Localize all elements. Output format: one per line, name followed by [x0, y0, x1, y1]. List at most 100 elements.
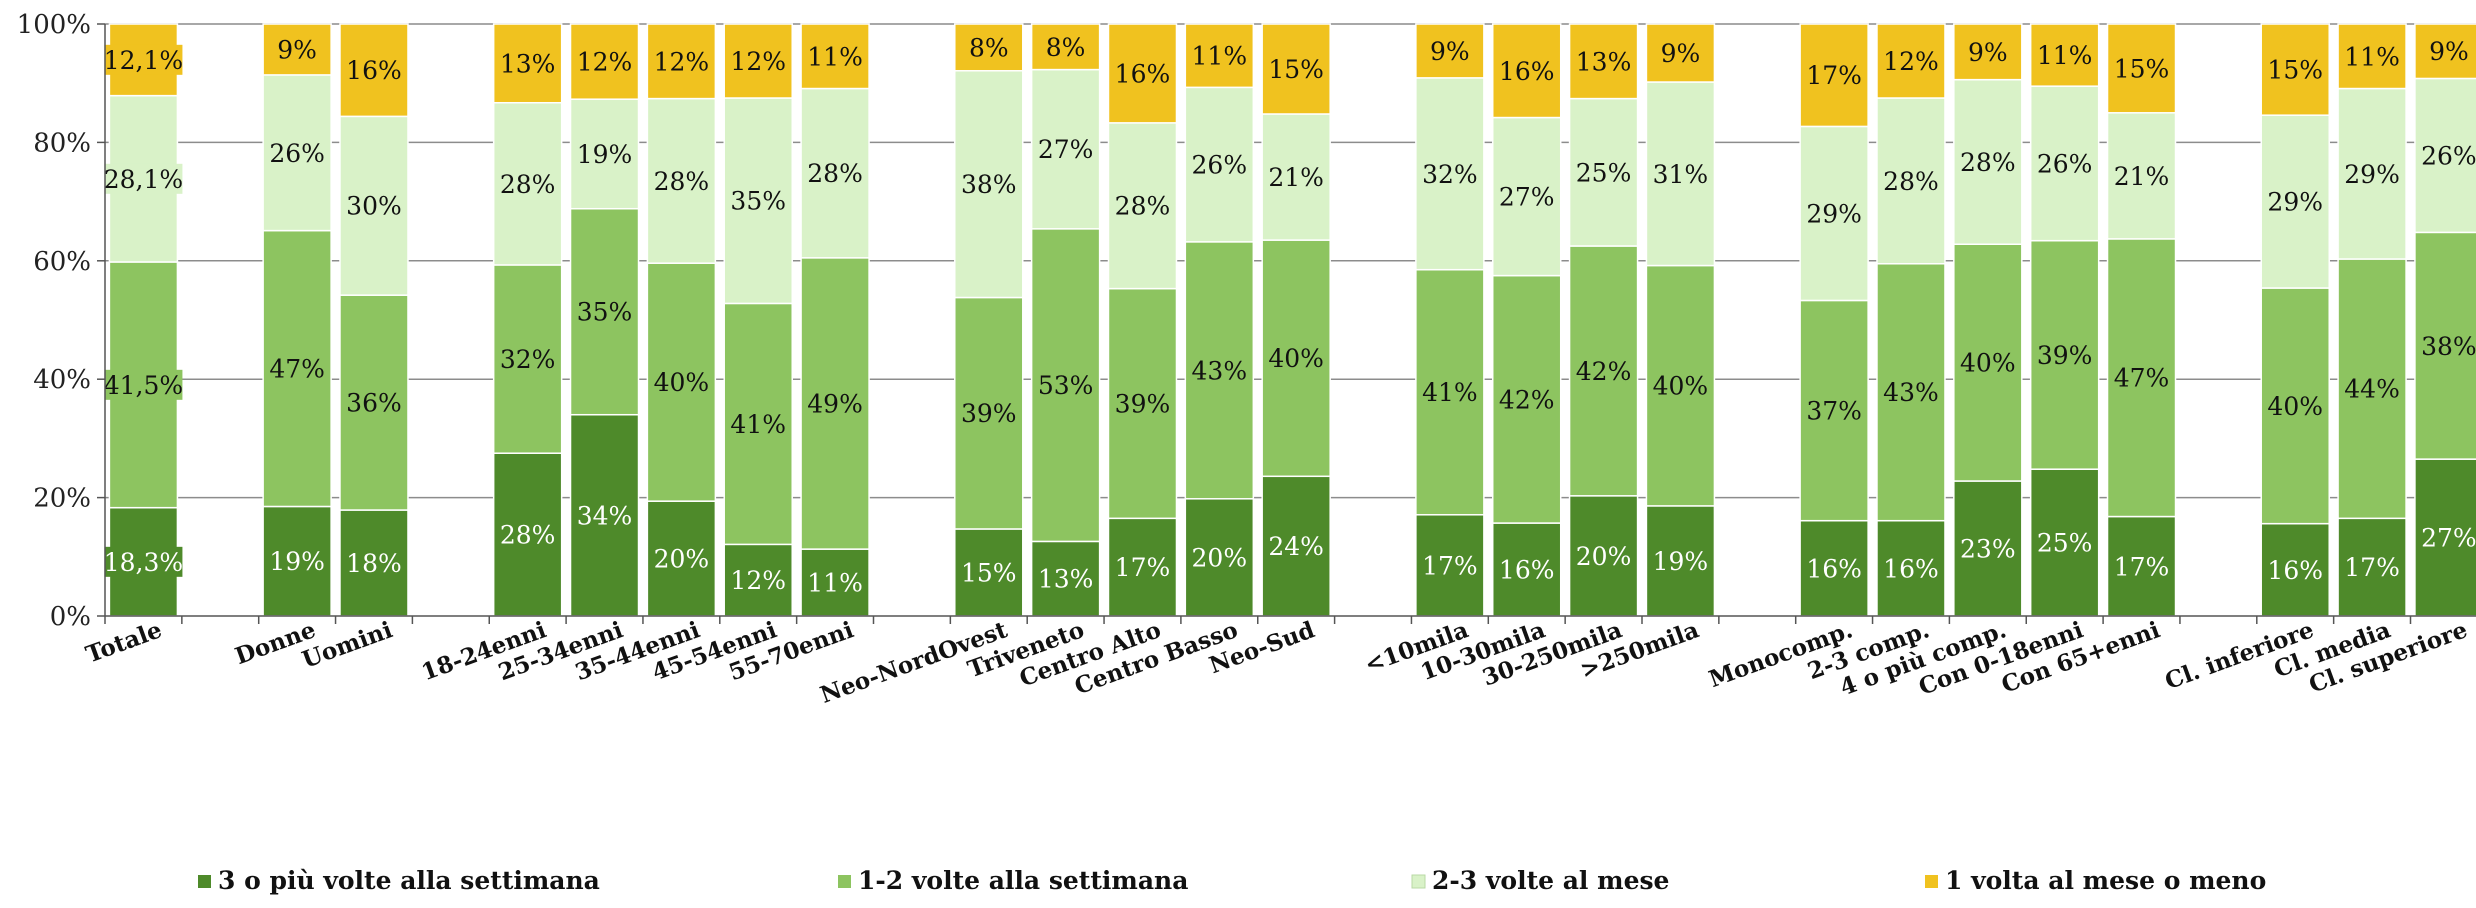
bar-segment-2-3-volte-al-mese	[723, 97, 793, 305]
bar-segment-1-volta-al-mese-o-meno	[492, 23, 563, 104]
data-label-2-3-volte-al-mese: 32%	[1422, 160, 1478, 189]
bar-segment-1-volta-al-mese-o-meno	[2106, 23, 2177, 114]
bar-segment-2-3-volte-al-mese	[492, 101, 563, 266]
data-label-3-o-pi-volte-alla-settimana: 11%	[807, 569, 863, 598]
data-label-1-2-volte-alla-settimana: 40%	[1960, 349, 2016, 378]
bar-segment-1-2-volte-alla-settimana	[569, 207, 640, 416]
data-label-bg	[104, 44, 183, 75]
legend-item-1-2-volte-alla-settimana: 1-2 volte alla settimana	[838, 866, 1188, 895]
x-tick-label-totale: Totale	[82, 616, 165, 668]
data-label-3-o-pi-volte-alla-settimana: 17%	[1115, 553, 1171, 582]
legend-label: 2-3 volte al mese	[1432, 866, 1669, 895]
legend-swatch	[1925, 875, 1938, 888]
axes: 0% 20% 40% 60% 80% 100%	[17, 10, 2476, 632]
data-label-3-o-pi-volte-alla-settimana: 20%	[1576, 542, 1632, 571]
data-label-1-volta-al-mese-o-meno: 11%	[807, 42, 863, 71]
bar-segment-1-volta-al-mese-o-meno	[1953, 23, 2023, 81]
bar-segment-2-3-volte-al-mese	[800, 87, 870, 259]
bar-segment-2-3-volte-al-mese	[1799, 125, 1869, 302]
y-tick-label-20: 20%	[33, 484, 91, 514]
bar-segment-1-volta-al-mese-o-meno	[1876, 23, 1946, 99]
data-label-1-2-volte-alla-settimana: 39%	[1115, 389, 1171, 418]
bar-stack-neo-sud: 24% 40% 21% 15%	[1261, 23, 1331, 617]
bar-stack-cl-inferiore: 16% 40% 29% 15%	[2260, 23, 2330, 617]
bar-stack-centro-basso: 20% 43% 26% 11%	[1184, 23, 1255, 617]
data-label-3-o-pi-volte-alla-settimana: 16%	[1883, 554, 1939, 583]
bar-segment-1-2-volte-alla-settimana	[262, 229, 332, 508]
legend-item-3-o-pi-volte-alla-settimana: 3 o più volte alla settimana	[198, 866, 600, 895]
data-label-1-volta-al-mese-o-meno: 12%	[577, 48, 633, 77]
data-label-3-o-pi-volte-alla-settimana: 17%	[1422, 551, 1478, 580]
bar-segment-2-3-volte-al-mese	[569, 98, 640, 210]
data-label-2-3-volte-al-mese: 25%	[1576, 158, 1632, 187]
data-label-2-3-volte-al-mese: 35%	[730, 187, 786, 216]
bar-segment-2-3-volte-al-mese	[1107, 122, 1178, 290]
legend-item-2-3-volte-al-mese: 2-3 volte al mese	[1411, 866, 1669, 895]
bar-segment-1-volta-al-mese-o-meno	[1030, 23, 1101, 71]
bar-segment-1-volta-al-mese-o-meno	[1107, 23, 1178, 124]
data-label-2-3-volte-al-mese: 30%	[346, 192, 402, 221]
data-label-3-o-pi-volte-alla-settimana: 25%	[2037, 529, 2093, 558]
legend-swatch	[198, 875, 211, 888]
bar-segment-3-o-pi-volte-alla-settimana	[569, 413, 640, 617]
legend-label: 1-2 volte alla settimana	[858, 866, 1188, 895]
bar-stack-30-250mila: 20% 42% 25% 13%	[1568, 23, 1639, 617]
bar-segment-1-2-volte-alla-settimana	[1876, 263, 1946, 522]
bar-segment-3-o-pi-volte-alla-settimana	[1261, 475, 1331, 617]
data-label-1-volta-al-mese-o-meno: 9%	[2429, 37, 2469, 66]
bar-segment-1-2-volte-alla-settimana	[1107, 287, 1178, 520]
data-label-1-volta-al-mese-o-meno: 15%	[2114, 54, 2170, 83]
data-label-1-2-volte-alla-settimana: 40%	[1653, 372, 1709, 401]
data-label-1-volta-al-mese-o-meno: 9%	[1661, 39, 1701, 68]
data-label-3-o-pi-volte-alla-settimana: 19%	[1653, 547, 1709, 576]
bar-segment-1-volta-al-mese-o-meno	[1799, 23, 1869, 128]
bar-segment-3-o-pi-volte-alla-settimana	[1184, 498, 1255, 617]
bar-segment-3-o-pi-volte-alla-settimana	[339, 509, 409, 617]
bar-stack-250mila: 19% 40% 31% 9%	[1645, 23, 1716, 617]
bar-stack-35-44enni: 20% 40% 28% 12%	[646, 23, 717, 617]
bar-segment-1-volta-al-mese-o-meno	[2337, 23, 2407, 90]
bar-stack-4-o-pi-comp: 23% 40% 28% 9%	[1953, 23, 2023, 617]
data-label-1-2-volte-alla-settimana: 49%	[807, 389, 863, 418]
bar-stack-centro-alto: 17% 39% 28% 16%	[1107, 23, 1178, 617]
data-label-3-o-pi-volte-alla-settimana: 34%	[577, 501, 633, 530]
data-label-2-3-volte-al-mese: 31%	[1653, 160, 1709, 189]
data-label-2-3-volte-al-mese: 28%	[500, 170, 556, 199]
y-tick-label-0: 0%	[50, 602, 91, 632]
data-label-1-2-volte-alla-settimana: 41%	[730, 410, 786, 439]
data-label-3-o-pi-volte-alla-settimana: 16%	[1499, 556, 1555, 585]
data-label-3-o-pi-volte-alla-settimana: 18%	[346, 549, 402, 578]
bar-segment-2-3-volte-al-mese	[2106, 112, 2177, 240]
legend: 3 o più volte alla settimana 1-2 volte al…	[198, 866, 2266, 895]
data-label-bg	[104, 369, 183, 400]
bar-segment-1-volta-al-mese-o-meno	[2260, 23, 2330, 116]
bar-stack-totale: 18,3% 41,5% 28,1% 12,1%	[104, 23, 183, 617]
bar-segment-2-3-volte-al-mese	[954, 70, 1024, 299]
bar-segment-1-2-volte-alla-settimana	[1415, 268, 1485, 516]
bar-segment-3-o-pi-volte-alla-settimana	[2337, 517, 2407, 617]
bar-segment-3-o-pi-volte-alla-settimana	[1030, 540, 1101, 617]
legend-item-1-volta-al-mese-o-meno: 1 volta al mese o meno	[1925, 866, 2266, 895]
bar-segment-1-volta-al-mese-o-meno	[646, 23, 717, 100]
bar-stack-uomini: 18% 36% 30% 16%	[339, 23, 409, 617]
bar-stack-2-3-comp: 16% 43% 28% 12%	[1876, 23, 1946, 617]
bar-segment-2-3-volte-al-mese	[1261, 113, 1331, 241]
bar-segment-1-volta-al-mese-o-meno	[1491, 23, 1562, 119]
data-label-1-volta-al-mese-o-meno: 13%	[500, 49, 556, 78]
data-label-1-2-volte-alla-settimana: 40%	[654, 368, 710, 397]
bar-segment-1-volta-al-mese-o-meno	[262, 23, 332, 76]
data-label-bg	[104, 163, 183, 194]
data-label-3-o-pi-volte-alla-settimana: 17%	[2344, 553, 2400, 582]
data-label-1-2-volte-alla-settimana: 37%	[1806, 397, 1862, 426]
data-label-1-2-volte-alla-settimana: 38%	[2421, 332, 2476, 361]
bar-segment-1-volta-al-mese-o-meno	[1415, 23, 1485, 79]
data-label-2-3-volte-al-mese: 29%	[1806, 199, 1862, 228]
bar-stack-55-70enni: 11% 49% 28% 11%	[800, 23, 870, 617]
y-tick-label-100: 100%	[17, 10, 91, 40]
bar-segment-1-2-volte-alla-settimana	[1261, 239, 1331, 478]
bar-segment-1-2-volte-alla-settimana	[2260, 287, 2330, 525]
data-label-2-3-volte-al-mese: 26%	[2037, 149, 2093, 178]
legend-swatch	[1411, 874, 1426, 889]
y-tick-label-40: 40%	[33, 365, 91, 395]
bar-segment-1-2-volte-alla-settimana	[1799, 299, 1869, 522]
